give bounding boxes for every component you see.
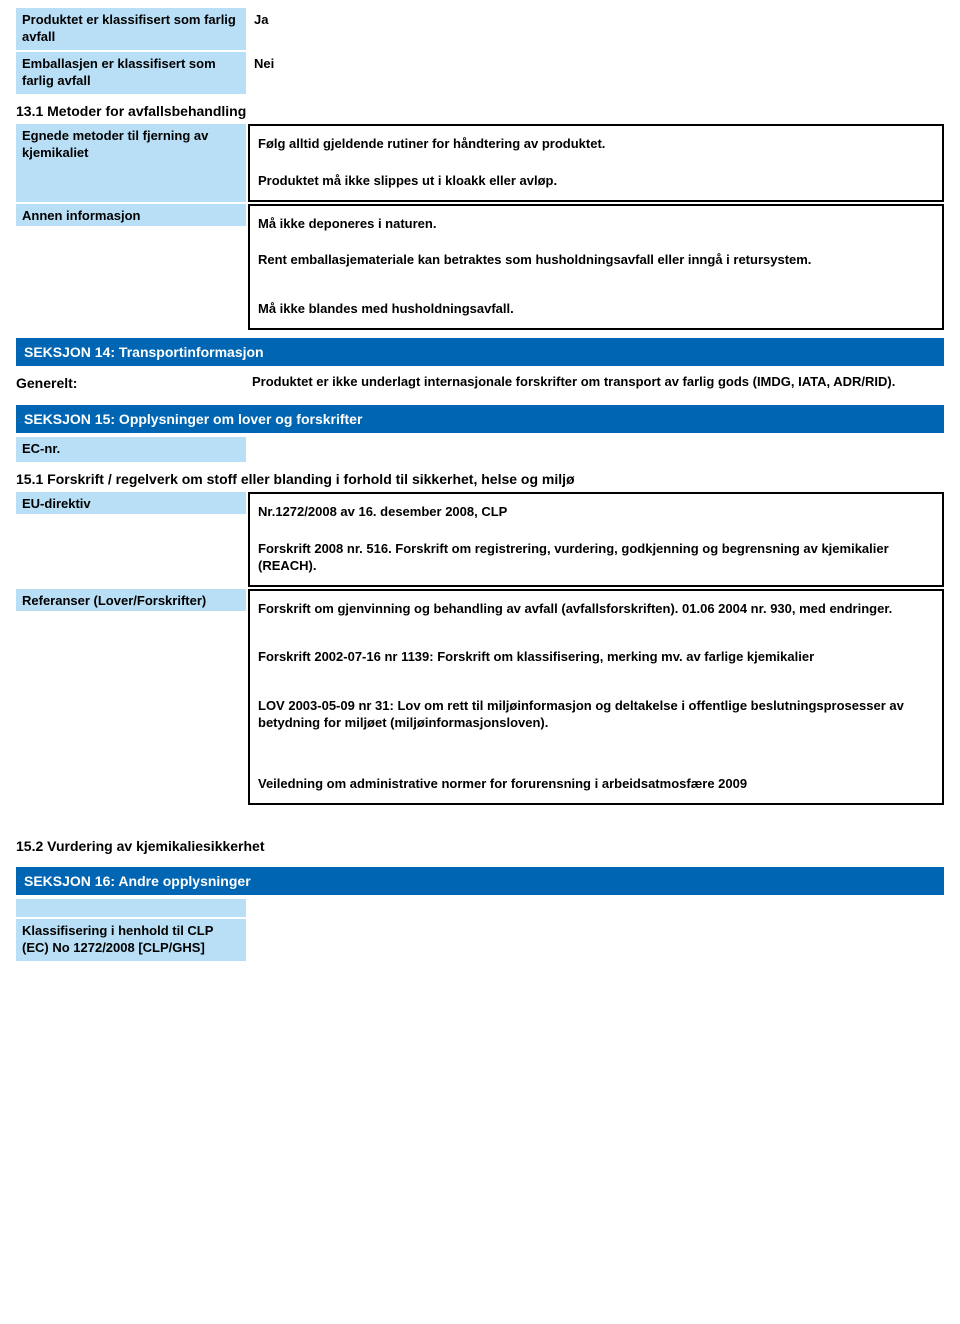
box-referanser: Forskrift om gjenvinning og behandling a… [248, 589, 944, 805]
row-emballasje-klassifisert: Emballasjen er klassifisert som farlig a… [16, 52, 944, 94]
section-16-header: SEKSJON 16: Andre opplysninger [16, 867, 944, 895]
label-emballasje-klassifisert: Emballasjen er klassifisert som farlig a… [16, 52, 246, 94]
text-ref-p2: Forskrift 2002-07-16 nr 1139: Forskrift … [258, 649, 934, 666]
row-annen-informasjon: Annen informasjon Må ikke deponeres i na… [16, 204, 944, 331]
label-klassifisering-clp: Klassifisering i henhold til CLP (EC) No… [16, 919, 246, 961]
label-eu-direktiv: EU-direktiv [16, 492, 246, 514]
row-generelt: Generelt: Produktet er ikke underlagt in… [16, 370, 944, 396]
box-annen-informasjon: Må ikke deponeres i naturen. Rent emball… [248, 204, 944, 331]
text-annen-p1: Må ikke deponeres i naturen. [258, 216, 934, 233]
label-referanser: Referanser (Lover/Forskrifter) [16, 589, 246, 611]
text-ref-p4: Veiledning om administrative normer for … [258, 776, 934, 793]
heading-13-1: 13.1 Metoder for avfallsbehandling [16, 96, 944, 124]
row-produkt-klassifisert: Produktet er klassifisert som farlig avf… [16, 8, 944, 50]
section-15-header: SEKSJON 15: Opplysninger om lover og for… [16, 405, 944, 433]
label-annen-informasjon: Annen informasjon [16, 204, 246, 226]
text-egnede-p1: Følg alltid gjeldende rutiner for håndte… [258, 136, 934, 153]
box-eu-direktiv: Nr.1272/2008 av 16. desember 2008, CLP F… [248, 492, 944, 587]
text-egnede-p2: Produktet må ikke slippes ut i kloakk el… [258, 173, 934, 190]
text-ref-p1: Forskrift om gjenvinning og behandling a… [258, 601, 934, 618]
row-ec-nr: EC-nr. [16, 437, 944, 462]
label-egnede-metoder: Egnede metoder til fjerning av kjemikali… [16, 124, 246, 202]
value-produkt-klassifisert: Ja [248, 8, 944, 50]
heading-15-2: 15.2 Vurdering av kjemikaliesikkerhet [16, 831, 944, 859]
text-annen-p2: Rent emballasjemateriale kan betraktes s… [258, 252, 934, 269]
row-egnede-metoder: Egnede metoder til fjerning av kjemikali… [16, 124, 944, 202]
empty-blue-bar [16, 899, 246, 917]
text-eu-p2: Forskrift 2008 nr. 516. Forskrift om reg… [258, 541, 934, 575]
section-14-header: SEKSJON 14: Transportinformasjon [16, 338, 944, 366]
label-ec-nr: EC-nr. [16, 437, 246, 462]
heading-15-1: 15.1 Forskrift / regelverk om stoff elle… [16, 464, 944, 492]
row-klassifisering-clp: Klassifisering i henhold til CLP (EC) No… [16, 919, 944, 961]
row-referanser: Referanser (Lover/Forskrifter) Forskrift… [16, 589, 944, 805]
text-eu-p1: Nr.1272/2008 av 16. desember 2008, CLP [258, 504, 934, 521]
value-generelt: Produktet er ikke underlagt internasjona… [246, 370, 944, 395]
label-generelt: Generelt: [16, 370, 246, 396]
text-ref-p3: LOV 2003-05-09 nr 31: Lov om rett til mi… [258, 698, 934, 732]
box-egnede-metoder: Følg alltid gjeldende rutiner for håndte… [248, 124, 944, 202]
text-annen-p3: Må ikke blandes med husholdningsavfall. [258, 301, 934, 318]
value-emballasje-klassifisert: Nei [248, 52, 944, 94]
label-produkt-klassifisert: Produktet er klassifisert som farlig avf… [16, 8, 246, 50]
row-eu-direktiv: EU-direktiv Nr.1272/2008 av 16. desember… [16, 492, 944, 587]
